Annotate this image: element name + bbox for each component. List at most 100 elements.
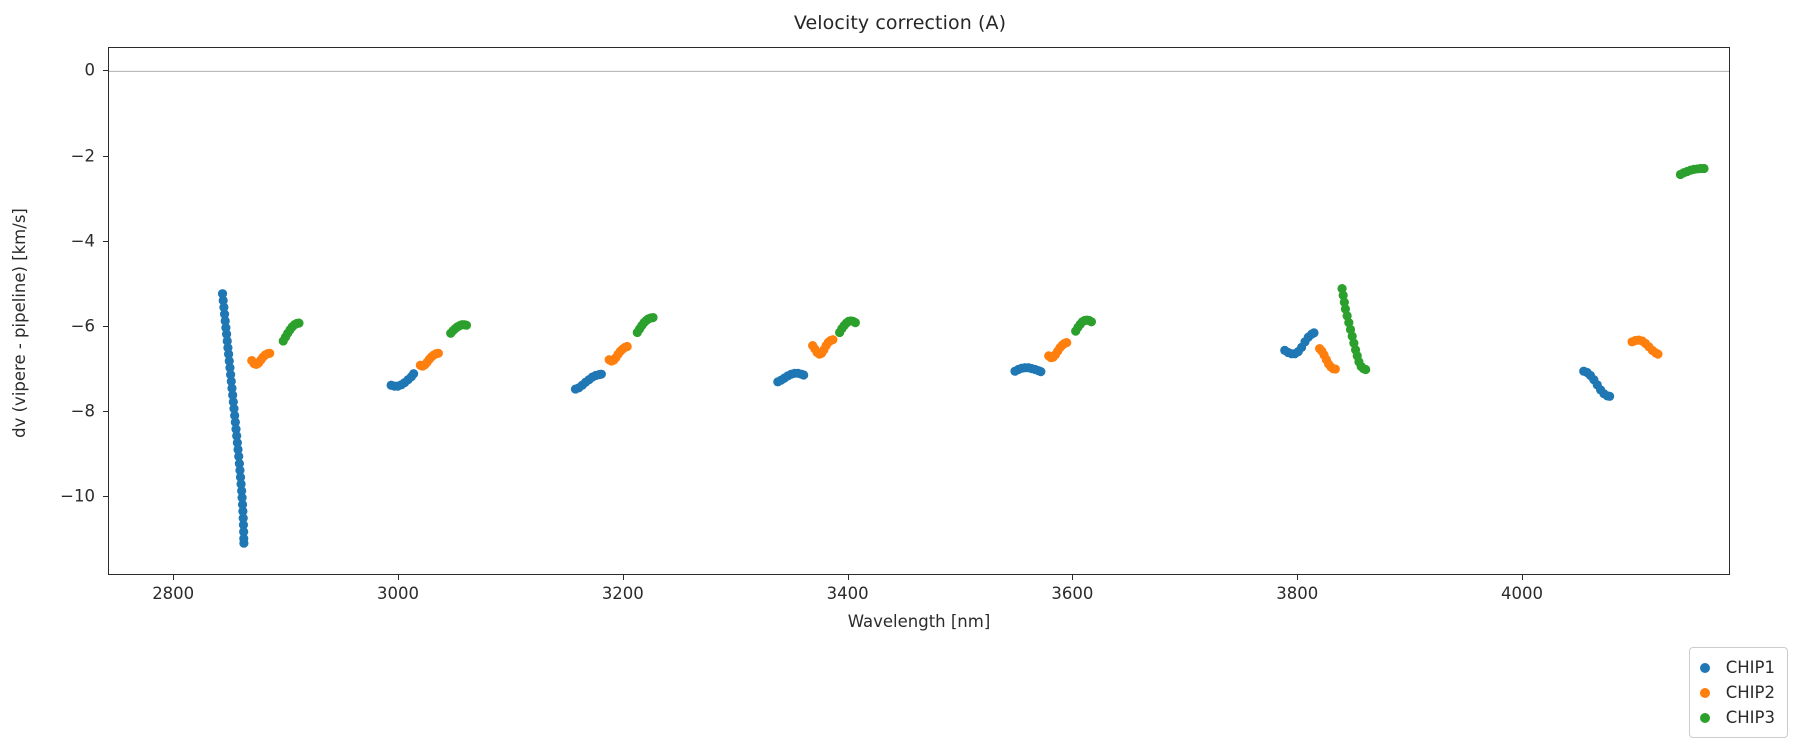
data-point [232, 438, 242, 448]
y-tick-label: −8 [70, 401, 95, 421]
y-tick-mark [103, 325, 108, 327]
legend-marker-icon [1699, 712, 1710, 723]
data-point [231, 424, 241, 434]
data-point [1309, 328, 1319, 338]
y-tick-mark [103, 411, 108, 413]
data-point [218, 295, 228, 306]
page-title: Velocity correction (A) [793, 12, 1007, 34]
data-point [229, 404, 239, 414]
x-tick-mark [622, 575, 624, 580]
data-point [1086, 317, 1097, 327]
series-chip3 [278, 163, 1709, 375]
y-tick-label: −4 [70, 231, 95, 251]
chart-legend[interactable]: CHIP1 CHIP2 CHIP3 [1688, 647, 1788, 738]
series-chip2 [247, 335, 1663, 374]
data-point [265, 348, 275, 358]
data-point [1036, 367, 1046, 377]
data-point [224, 349, 234, 359]
data-point [232, 431, 242, 441]
data-point [230, 410, 240, 421]
y-tick-mark [103, 70, 108, 72]
data-point [236, 479, 246, 489]
data-point [596, 369, 606, 379]
y-tick-mark [103, 155, 108, 157]
y-tick-mark [103, 240, 108, 242]
data-point [237, 499, 248, 510]
data-point [433, 348, 443, 358]
x-tick-mark [398, 575, 399, 580]
x-tick-label: 2800 [152, 584, 195, 603]
data-point [850, 318, 860, 328]
data-point [228, 397, 238, 407]
data-point [239, 538, 249, 548]
data-point [409, 369, 419, 379]
x-tick-label: 3200 [601, 584, 644, 603]
data-point [219, 309, 230, 319]
data-point [217, 289, 228, 299]
x-tick-label: 3600 [1051, 584, 1094, 603]
y-tick-label: 0 [84, 60, 96, 80]
data-point [228, 390, 238, 400]
data-point [234, 451, 244, 461]
y-tick-mark [103, 496, 108, 498]
data-point [234, 458, 244, 469]
plot-axes [108, 47, 1730, 575]
x-tick-mark [1072, 575, 1074, 580]
legend-marker-icon [1699, 687, 1710, 698]
data-point [1361, 364, 1371, 375]
data-point [1330, 364, 1340, 374]
plot-drawing-area [109, 48, 1729, 574]
data-point [235, 472, 246, 482]
legend-label: CHIP2 [1725, 683, 1775, 702]
data-point [225, 363, 235, 373]
data-point [227, 383, 237, 393]
data-point [294, 318, 304, 328]
data-point [239, 527, 249, 537]
data-point [238, 520, 249, 530]
data-point [222, 336, 232, 346]
data-point [238, 506, 248, 516]
data-point [461, 320, 472, 330]
data-point [237, 493, 247, 503]
legend-item-chip1[interactable]: CHIP1 [1699, 655, 1775, 680]
data-point [235, 465, 245, 475]
data-point [622, 341, 632, 352]
x-tick-mark [173, 575, 175, 580]
y-tick-label: −6 [70, 316, 95, 336]
data-point [226, 376, 236, 387]
data-point [828, 335, 838, 345]
data-point [799, 370, 809, 380]
data-point [233, 444, 243, 455]
x-tick-label: 3400 [826, 584, 869, 603]
data-point [1337, 283, 1347, 294]
data-point [226, 369, 236, 380]
data-point [224, 356, 234, 366]
data-point [1338, 290, 1348, 300]
data-point [230, 417, 240, 427]
data-point [1653, 349, 1663, 359]
y-tick-label: −10 [60, 486, 95, 506]
legend-item-chip2[interactable]: CHIP2 [1699, 680, 1775, 705]
data-point [219, 302, 229, 312]
x-tick-mark [1297, 575, 1299, 580]
x-tick-label: 3000 [377, 584, 419, 603]
data-point [220, 316, 230, 326]
data-point [221, 329, 232, 339]
x-tick-label: 4000 [1501, 584, 1544, 603]
series-chip1 [217, 289, 1615, 548]
x-tick-mark [847, 575, 849, 580]
legend-label: CHIP3 [1725, 708, 1775, 727]
data-point [1062, 338, 1072, 348]
data-point [1605, 391, 1615, 401]
data-point [238, 513, 248, 523]
legend-marker-icon [1699, 662, 1710, 673]
x-tick-mark [1522, 575, 1524, 580]
data-point [1699, 163, 1709, 174]
x-axis-label: Wavelength [nm] [847, 612, 991, 631]
legend-item-chip3[interactable]: CHIP3 [1699, 705, 1775, 730]
legend-label: CHIP1 [1725, 658, 1775, 677]
x-tick-label: 3800 [1276, 584, 1319, 603]
scatter-plot-svg [109, 70, 1729, 548]
y-tick-label: −2 [70, 146, 95, 166]
